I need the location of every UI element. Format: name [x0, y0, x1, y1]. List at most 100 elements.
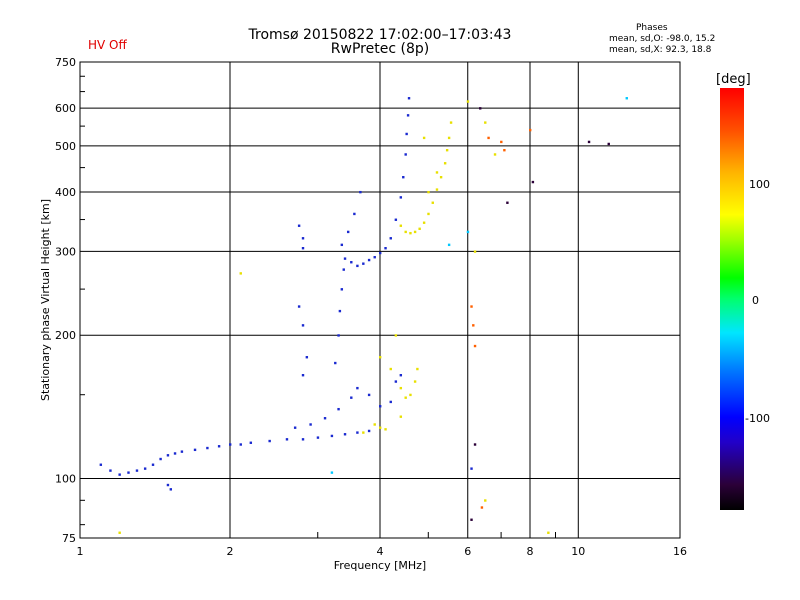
- data-point: [418, 227, 421, 231]
- data-point: [445, 148, 449, 152]
- data-point: [109, 469, 112, 472]
- data-point: [301, 324, 305, 327]
- data-point: [356, 264, 359, 268]
- data-point: [587, 140, 591, 144]
- data-point: [394, 218, 398, 221]
- data-point: [529, 128, 532, 132]
- data-point: [343, 433, 347, 436]
- y-tick-label: 500: [55, 140, 76, 153]
- data-point: [479, 107, 482, 110]
- data-point: [159, 457, 162, 461]
- data-point: [379, 356, 382, 359]
- phases-title: Phases: [636, 23, 668, 33]
- data-point: [350, 396, 353, 399]
- data-point: [268, 439, 271, 443]
- data-point: [406, 114, 410, 117]
- data-point: [293, 426, 297, 429]
- data-point: [416, 367, 419, 371]
- data-point: [305, 356, 309, 359]
- data-point: [473, 443, 477, 446]
- x-axis-label: Frequency [MHz]: [334, 559, 426, 572]
- data-point: [379, 251, 382, 255]
- data-point: [118, 473, 121, 476]
- data-point: [297, 305, 301, 308]
- data-point: [379, 426, 382, 429]
- data-point: [166, 483, 170, 487]
- data-point: [503, 148, 506, 152]
- data-point: [99, 463, 103, 466]
- data-point: [301, 247, 305, 250]
- data-point: [217, 445, 221, 448]
- data-point: [473, 250, 477, 253]
- data-point: [373, 423, 376, 426]
- data-point: [404, 230, 407, 234]
- data-point: [449, 121, 453, 124]
- data-point: [389, 367, 392, 371]
- data-point: [316, 436, 320, 439]
- data-point: [394, 334, 398, 337]
- data-point: [323, 417, 327, 420]
- data-point: [399, 196, 403, 199]
- data-point: [427, 212, 430, 216]
- data-point: [330, 471, 334, 474]
- data-point: [239, 443, 242, 446]
- data-point: [356, 431, 359, 434]
- colorbar-tick-minus-100: -100: [745, 412, 770, 425]
- data-point: [169, 488, 173, 491]
- data-point: [466, 100, 470, 103]
- data-point: [447, 136, 451, 140]
- data-point: [346, 230, 350, 234]
- x-tick-label: 2: [227, 545, 234, 558]
- data-point: [404, 153, 407, 156]
- data-point: [334, 361, 337, 365]
- y-tick-label: 400: [55, 186, 76, 199]
- data-point: [435, 188, 439, 191]
- data-point: [362, 431, 365, 434]
- data-point: [487, 136, 490, 140]
- x-tick-label: 1: [77, 545, 84, 558]
- colorbar-tick-0: 0: [752, 294, 759, 307]
- data-point: [340, 243, 344, 247]
- data-point: [337, 334, 340, 337]
- data-point: [407, 97, 411, 100]
- data-point: [362, 262, 365, 265]
- phases-x-mode-stats: mean, sd,X: 92.3, 18.8: [609, 45, 712, 55]
- phases-o-mode-stats: mean, sd,O: -98.0, 15.2: [609, 34, 716, 44]
- data-point: [143, 467, 147, 470]
- colorbar-tick-100: 100: [749, 178, 770, 191]
- data-point: [473, 344, 477, 348]
- data-point: [506, 201, 509, 204]
- data-point: [404, 396, 407, 399]
- data-point: [127, 471, 130, 474]
- data-point: [431, 201, 434, 204]
- data-point: [350, 261, 353, 264]
- data-point: [353, 212, 356, 216]
- data-point: [399, 374, 403, 377]
- data-point: [439, 175, 443, 179]
- data-point: [206, 446, 209, 450]
- data-point: [356, 386, 359, 390]
- data-point: [443, 162, 447, 165]
- data-point: [367, 393, 371, 397]
- data-point: [409, 393, 412, 397]
- data-point: [422, 221, 426, 224]
- data-point: [340, 288, 344, 291]
- data-point: [338, 309, 342, 313]
- data-point: [427, 190, 430, 194]
- data-point: [309, 423, 312, 426]
- data-point: [405, 132, 408, 136]
- data-point: [337, 407, 340, 411]
- data-point: [399, 224, 403, 227]
- data-point: [422, 136, 426, 140]
- data-point: [435, 171, 439, 174]
- data-point: [399, 415, 403, 418]
- x-tick-label: 8: [527, 545, 534, 558]
- data-point: [484, 499, 487, 502]
- data-point: [180, 450, 184, 453]
- x-tick-label: 4: [377, 545, 384, 558]
- data-point: [470, 518, 473, 521]
- data-point: [384, 428, 387, 431]
- data-point: [531, 180, 535, 184]
- x-tick-label: 16: [673, 545, 687, 558]
- data-point: [500, 140, 503, 144]
